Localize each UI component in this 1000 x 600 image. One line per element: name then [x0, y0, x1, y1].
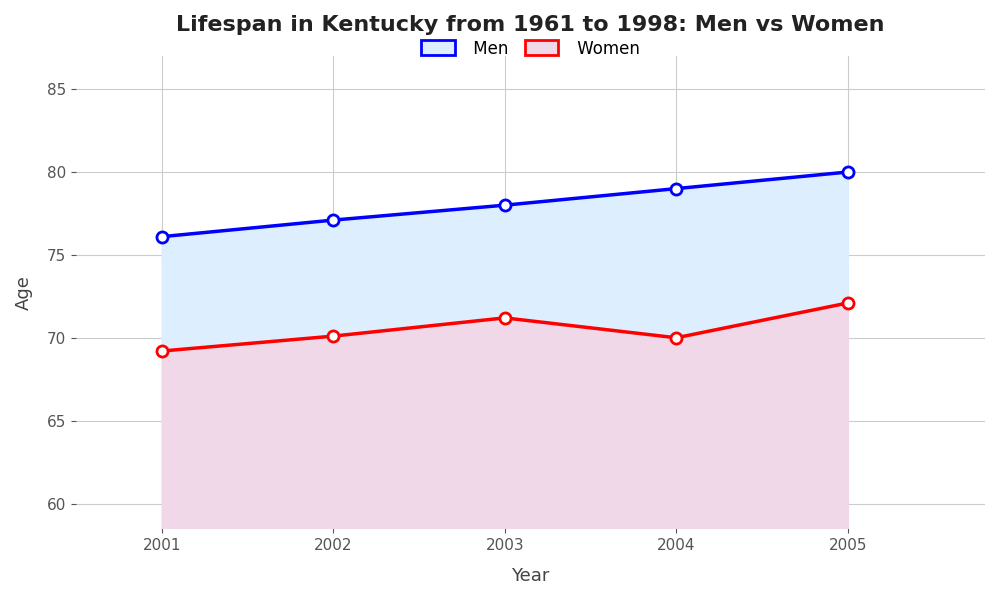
Title: Lifespan in Kentucky from 1961 to 1998: Men vs Women: Lifespan in Kentucky from 1961 to 1998: …: [176, 15, 885, 35]
Y-axis label: Age: Age: [15, 275, 33, 310]
X-axis label: Year: Year: [511, 567, 550, 585]
Legend:  Men,  Women: Men, Women: [413, 31, 648, 66]
